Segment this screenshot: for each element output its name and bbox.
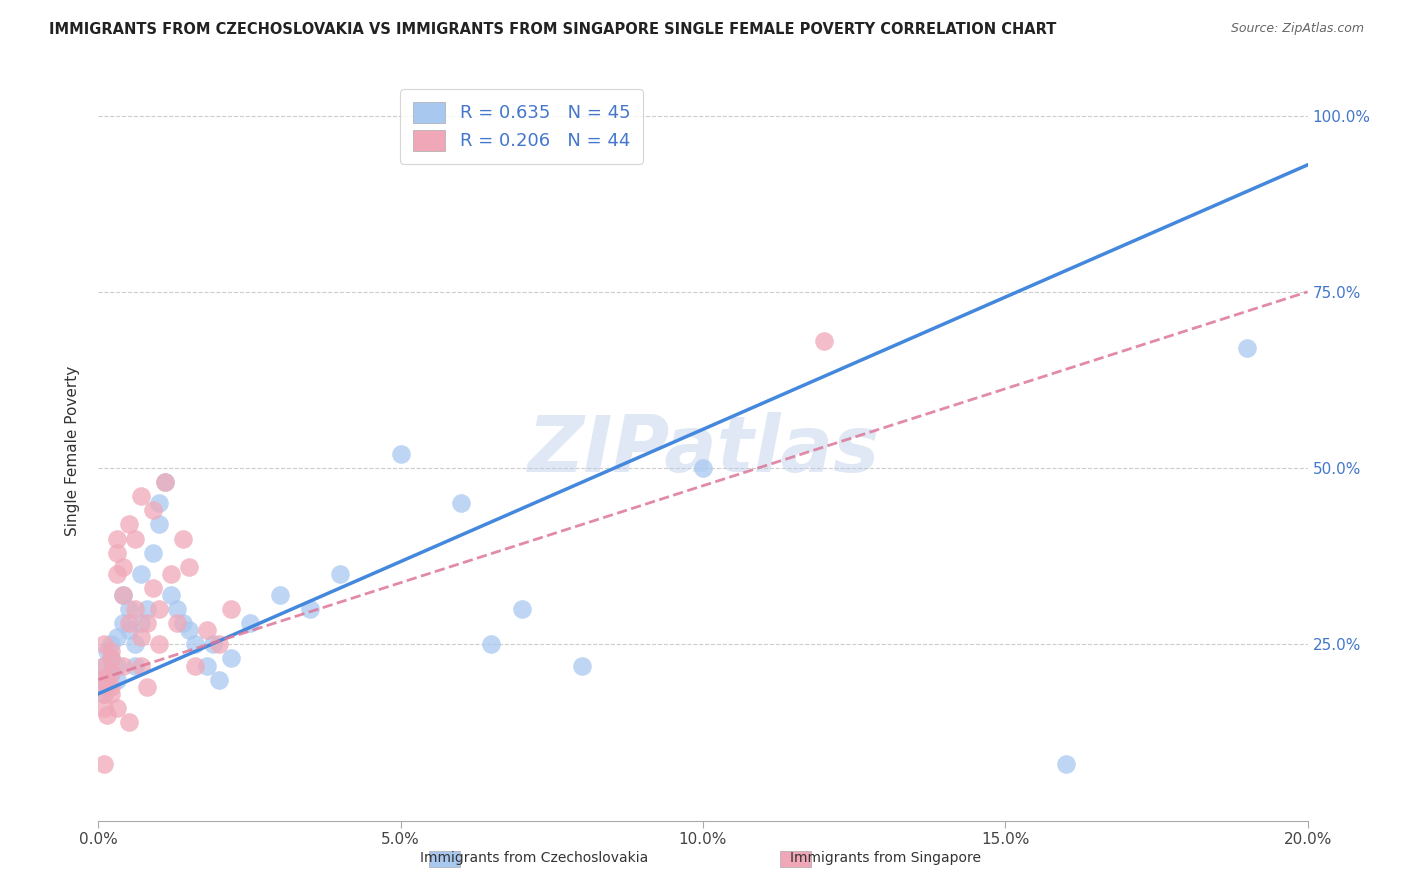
Point xyxy=(135,602,157,616)
Point xyxy=(221,651,243,665)
Point xyxy=(100,644,122,658)
Point xyxy=(124,602,146,616)
Legend: R = 0.635   N = 45, R = 0.206   N = 44: R = 0.635 N = 45, R = 0.206 N = 44 xyxy=(401,89,643,163)
Point xyxy=(1054,757,1077,772)
Point xyxy=(93,637,115,651)
Point xyxy=(93,701,115,715)
Point xyxy=(129,489,152,503)
Point xyxy=(239,616,262,631)
Point xyxy=(129,616,152,631)
Point xyxy=(118,714,141,729)
Text: IMMIGRANTS FROM CZECHOSLOVAKIA VS IMMIGRANTS FROM SINGAPORE SINGLE FEMALE POVERT: IMMIGRANTS FROM CZECHOSLOVAKIA VS IMMIGR… xyxy=(49,22,1056,37)
Point xyxy=(135,616,157,631)
Text: Immigrants from Czechoslovakia: Immigrants from Czechoslovakia xyxy=(420,851,648,865)
Point xyxy=(148,517,170,532)
Point xyxy=(142,581,165,595)
Point xyxy=(166,602,188,616)
Point xyxy=(118,624,141,638)
Point xyxy=(100,651,122,665)
Point xyxy=(111,616,134,631)
Point xyxy=(195,658,218,673)
Point xyxy=(179,624,201,638)
Point xyxy=(692,461,714,475)
Point xyxy=(118,517,141,532)
Point xyxy=(105,658,128,673)
Point xyxy=(135,680,157,694)
Point xyxy=(105,532,128,546)
Point xyxy=(129,658,152,673)
Point xyxy=(93,687,115,701)
Point xyxy=(389,447,412,461)
Point xyxy=(450,496,472,510)
Point xyxy=(148,637,170,651)
Point xyxy=(813,334,835,348)
Point xyxy=(118,602,141,616)
Point xyxy=(105,546,128,560)
Point xyxy=(142,503,165,517)
Point xyxy=(184,658,207,673)
Point xyxy=(148,496,170,510)
Point xyxy=(96,673,118,687)
Y-axis label: Single Female Poverty: Single Female Poverty xyxy=(65,366,80,535)
Point xyxy=(153,475,176,490)
Point xyxy=(105,566,128,581)
Point xyxy=(90,673,112,687)
Point xyxy=(129,630,152,644)
Point xyxy=(172,532,194,546)
Point xyxy=(160,588,183,602)
Point xyxy=(111,588,134,602)
Point xyxy=(100,637,122,651)
Point xyxy=(148,602,170,616)
Point xyxy=(93,658,115,673)
Point xyxy=(1236,341,1258,355)
Point xyxy=(124,532,146,546)
Point xyxy=(93,687,115,701)
Point xyxy=(93,757,115,772)
Point xyxy=(100,687,122,701)
Point xyxy=(100,680,122,694)
Point xyxy=(221,602,243,616)
Point xyxy=(129,566,152,581)
Text: Source: ZipAtlas.com: Source: ZipAtlas.com xyxy=(1230,22,1364,36)
Point xyxy=(166,616,188,631)
Point xyxy=(93,658,115,673)
Point xyxy=(142,546,165,560)
Point xyxy=(118,616,141,631)
Point xyxy=(184,637,207,651)
Point xyxy=(195,624,218,638)
Point xyxy=(111,588,134,602)
Point xyxy=(124,637,146,651)
Point xyxy=(571,658,593,673)
Point xyxy=(124,658,146,673)
Point xyxy=(96,680,118,694)
Point xyxy=(269,588,291,602)
Point xyxy=(100,665,122,680)
Point xyxy=(179,559,201,574)
Point xyxy=(100,665,122,680)
Point xyxy=(90,673,112,687)
Point xyxy=(208,637,231,651)
Point xyxy=(105,701,128,715)
Point xyxy=(202,637,225,651)
Point xyxy=(510,602,533,616)
Point xyxy=(172,616,194,631)
Point xyxy=(153,475,176,490)
Point xyxy=(299,602,322,616)
Point xyxy=(160,566,183,581)
Text: ZIPatlas: ZIPatlas xyxy=(527,412,879,489)
Point xyxy=(111,658,134,673)
Point xyxy=(105,673,128,687)
Point xyxy=(329,566,352,581)
Point xyxy=(105,630,128,644)
Point xyxy=(481,637,503,651)
Text: Immigrants from Singapore: Immigrants from Singapore xyxy=(790,851,981,865)
Point xyxy=(208,673,231,687)
Point xyxy=(96,707,118,722)
Point xyxy=(111,559,134,574)
Point xyxy=(100,651,122,665)
Point xyxy=(96,644,118,658)
